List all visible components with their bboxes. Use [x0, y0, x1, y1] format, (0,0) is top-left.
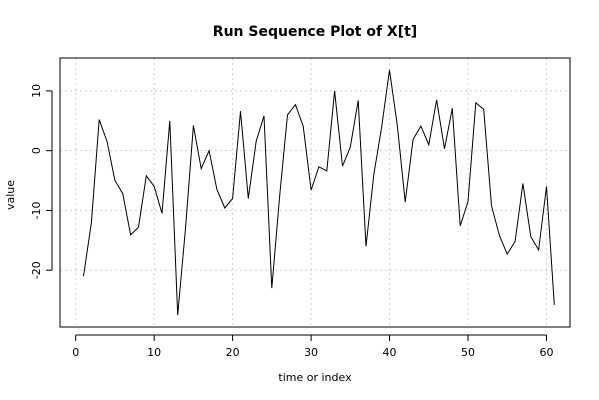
x-tick-label: 20: [226, 346, 240, 359]
x-axis-label: time or index: [278, 371, 352, 384]
x-tick-label: 60: [539, 346, 553, 359]
series-line: [83, 69, 555, 316]
y-axis-label: value: [4, 180, 17, 210]
x-tick-label: 30: [304, 346, 318, 359]
x-tick-label: 40: [383, 346, 397, 359]
plot-frame: [59, 57, 571, 328]
x-tick-label: 50: [461, 346, 475, 359]
chart-title: Run Sequence Plot of X[t]: [213, 24, 417, 40]
series-layer: [83, 69, 555, 316]
y-tick-label: 0: [30, 147, 43, 154]
x-tick-label: 10: [147, 346, 161, 359]
y-tick-label: 10: [30, 84, 43, 98]
axes: 0 10 20 30 40 50 60 -20 -10 0 10: [30, 84, 553, 359]
y-tick-label: -20: [30, 261, 43, 279]
x-tick-label: 0: [72, 346, 79, 359]
y-tick-label: -10: [30, 201, 43, 219]
grid-lines: [60, 58, 570, 327]
